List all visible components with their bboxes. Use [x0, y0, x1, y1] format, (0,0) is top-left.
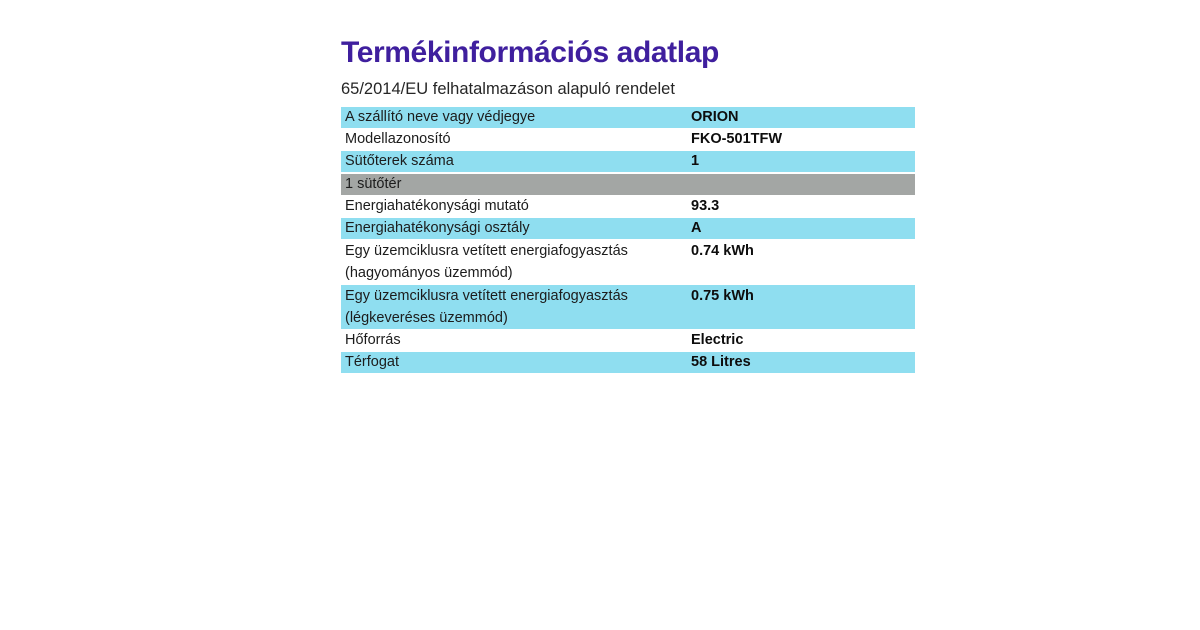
table-row: Modellazonosító FKO-501TFW — [341, 129, 915, 150]
section-row: 1 sütőtér — [341, 174, 915, 195]
row-label: Sütőterek száma — [345, 153, 454, 169]
row-label: 1 sütőtér — [345, 176, 402, 192]
row-value: Electric — [691, 332, 744, 348]
row-value: 0.74 kWh — [691, 243, 754, 259]
row-value: 0.75 kWh — [691, 288, 754, 304]
row-label: Hőforrás — [345, 332, 401, 348]
row-value: FKO-501TFW — [691, 131, 783, 147]
page-title: Termékinformációs adatlap — [341, 36, 719, 69]
row-label: Modellazonosító — [345, 131, 451, 147]
table-row: Térfogat 58 Litres — [341, 352, 915, 373]
page-subtitle: 65/2014/EU felhatalmazáson alapuló rende… — [341, 80, 675, 98]
table-row: Energiahatékonysági mutató 93.3 — [341, 196, 915, 217]
product-info-table: A szállító neve vagy védjegye ORION Modell… — [341, 107, 915, 374]
table-row: Egy üzemciklusra vetített energiafogyasz… — [341, 240, 915, 284]
row-label: Egy üzemciklusra vetített energiafogyasz… — [345, 243, 628, 281]
row-label: A szállító neve vagy védjegye — [345, 109, 536, 125]
row-value: 93.3 — [691, 198, 720, 214]
table-row: Energiahatékonysági osztály A — [341, 218, 915, 239]
table-row: Sütőterek száma 1 — [341, 151, 915, 172]
table-row: Hőforrás Electric — [341, 330, 915, 351]
row-value: 58 Litres — [691, 354, 751, 370]
table-row: A szállító neve vagy védjegye ORION — [341, 107, 915, 128]
row-value: A — [691, 220, 702, 236]
row-label: Egy üzemciklusra vetített energiafogyasz… — [345, 288, 628, 326]
table-row: Egy üzemciklusra vetített energiafogyasz… — [341, 285, 915, 329]
row-label: Energiahatékonysági mutató — [345, 198, 529, 214]
row-value: 1 — [691, 153, 700, 169]
row-label: Energiahatékonysági osztály — [345, 220, 530, 236]
row-value: ORION — [691, 109, 739, 125]
row-label: Térfogat — [345, 354, 399, 370]
